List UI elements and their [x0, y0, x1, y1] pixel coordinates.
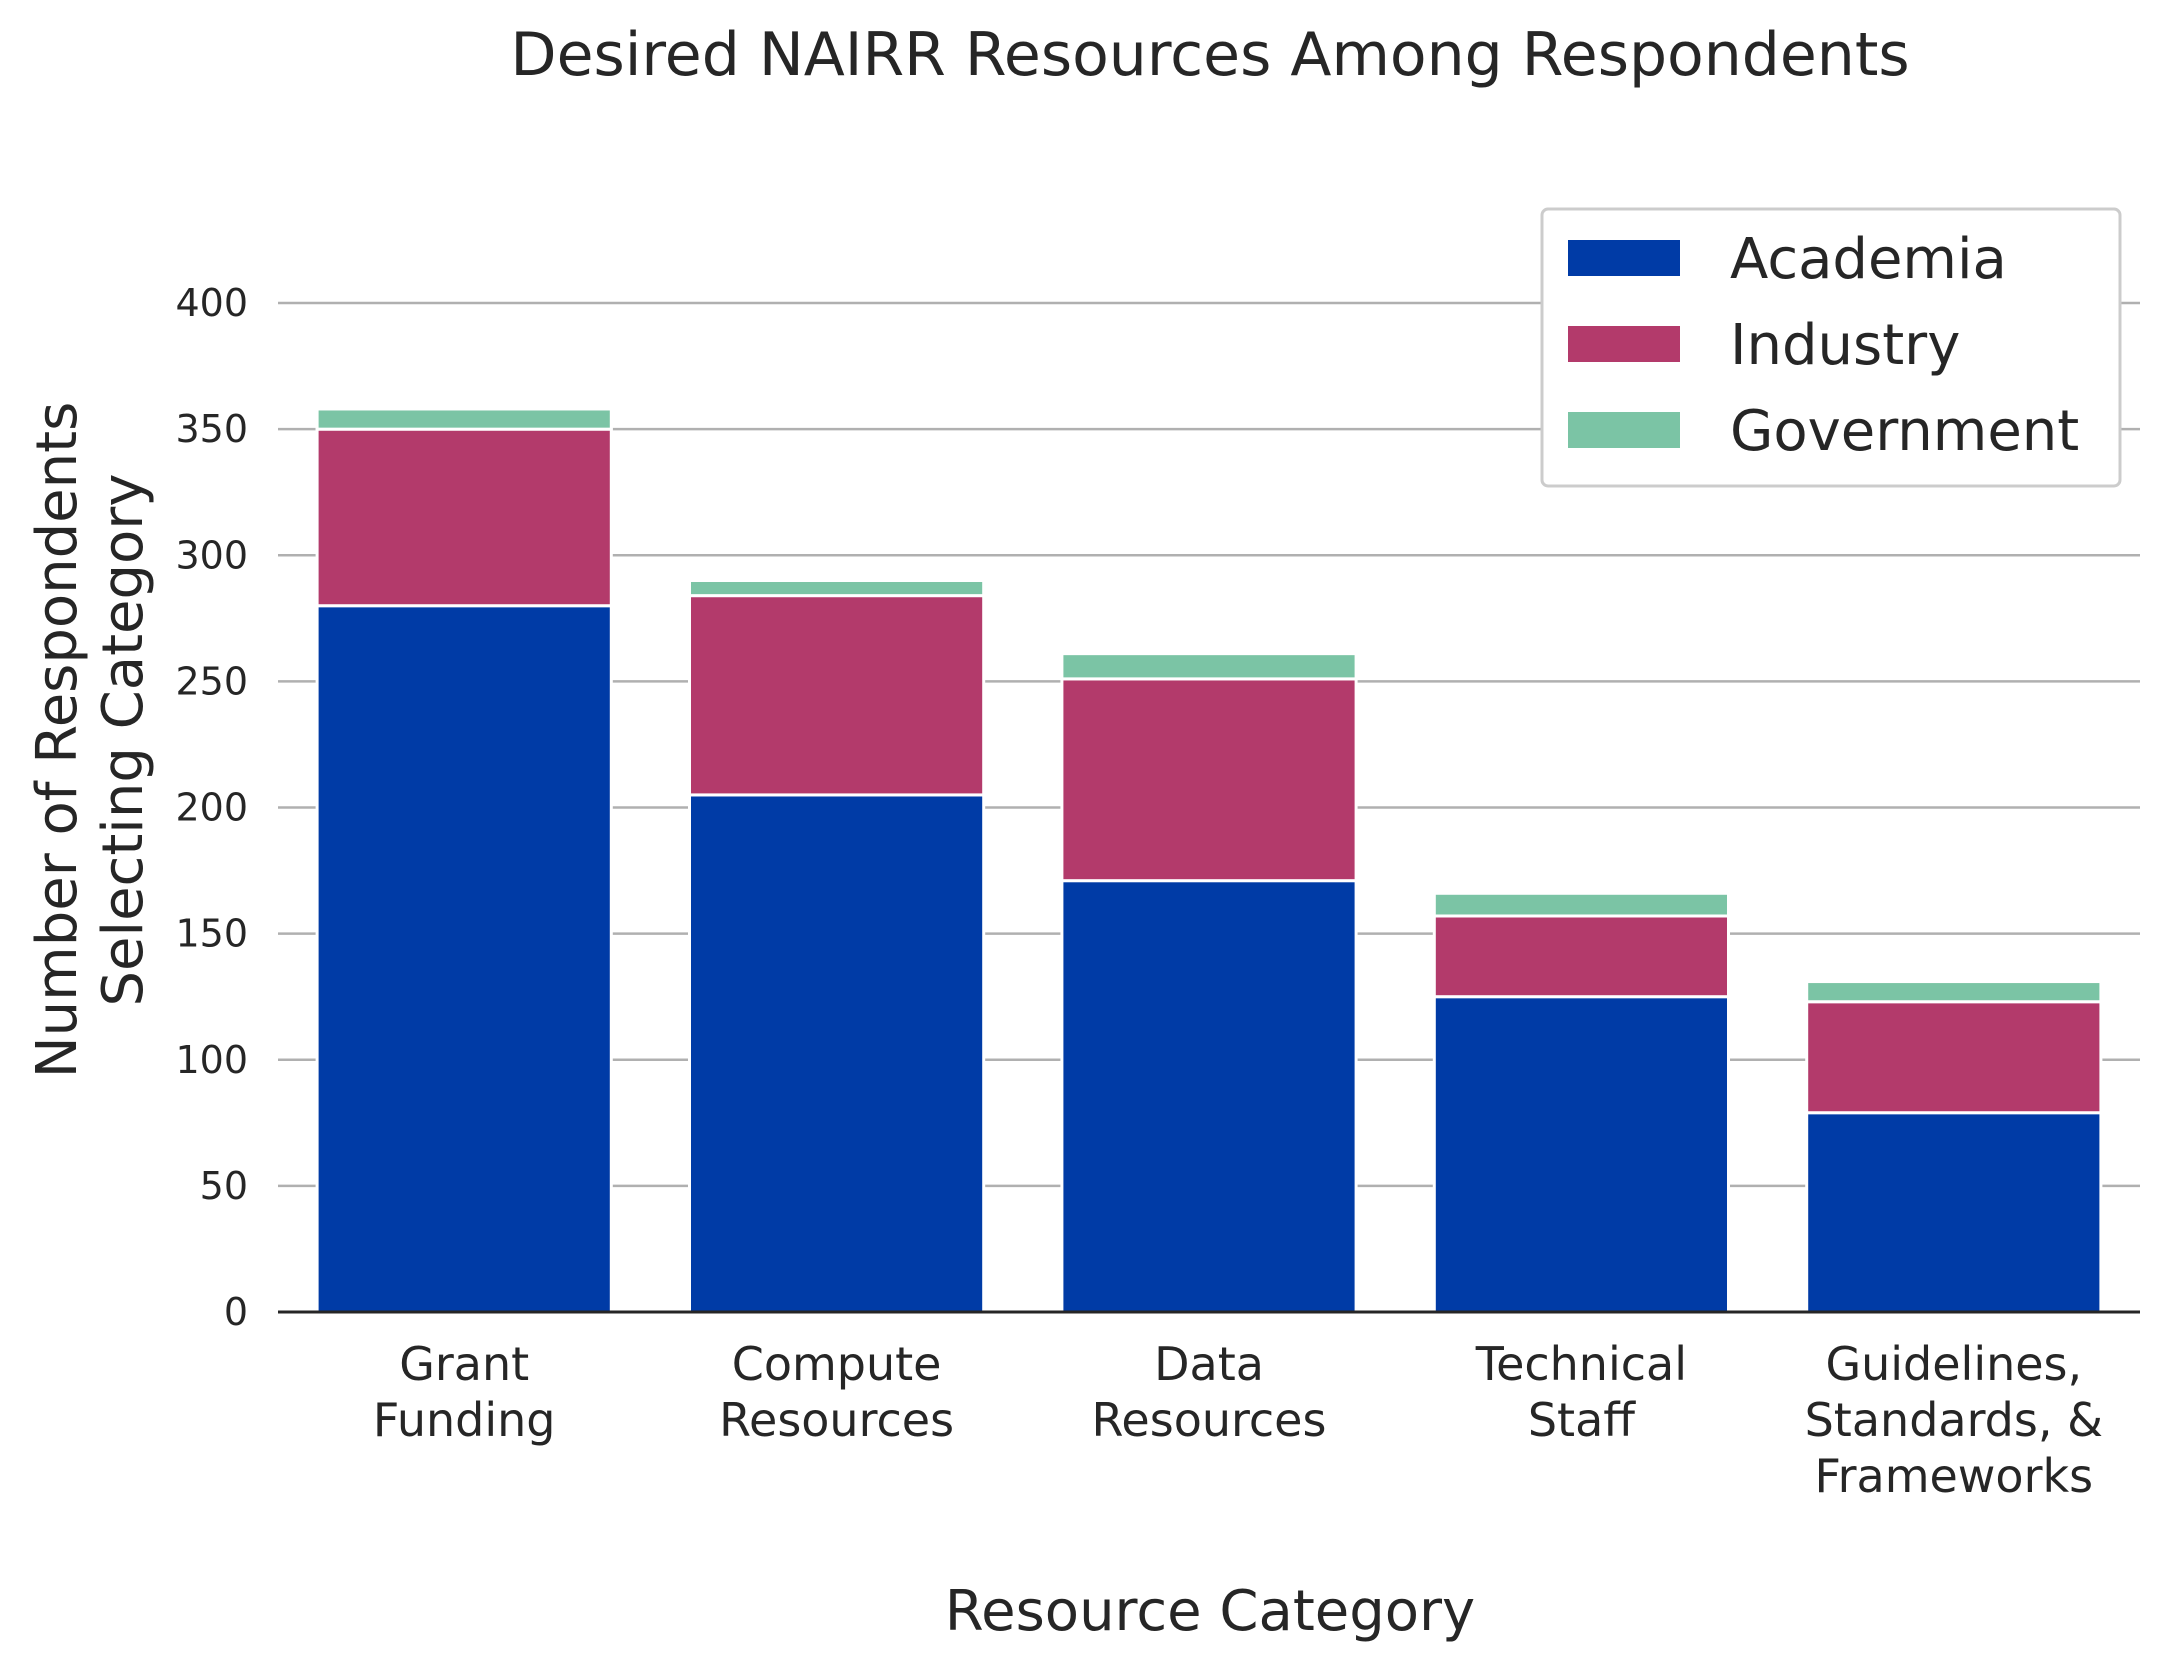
x-tick-label-line: Frameworks: [1814, 1449, 2093, 1503]
x-tick-label-line: Resources: [1092, 1393, 1327, 1447]
y-axis-label-line: Selecting Category: [91, 474, 156, 1007]
x-tick-label-line: Staff: [1528, 1393, 1636, 1447]
x-tick-label-line: Technical: [1475, 1337, 1687, 1391]
x-tick-label-2: Compute Resources: [719, 1337, 954, 1447]
y-tick-label-350: 350: [175, 407, 248, 451]
bar-academia-5: [1805, 1111, 2103, 1314]
chart-title: Desired NAIRR Resources Among Respondent…: [510, 20, 1909, 90]
y-tick-label-0: 0: [224, 1290, 248, 1334]
bar-industry-5: [1805, 1000, 2103, 1115]
y-tick-label-200: 200: [175, 786, 248, 830]
y-tick-label-150: 150: [175, 912, 248, 956]
y-tick-label-50: 50: [200, 1164, 248, 1208]
bar-government-5: [1805, 980, 2103, 1004]
bar-industry-1: [315, 427, 613, 608]
bar-government-4: [1432, 891, 1730, 918]
x-tick-label-line: Standards, &: [1805, 1393, 2103, 1447]
legend-label-academia: Academia: [1730, 227, 2007, 292]
bar-government-2: [688, 579, 986, 598]
legend-swatch-industry: [1568, 326, 1680, 362]
bars: [315, 407, 2103, 1314]
legend-frame: [1540, 207, 2122, 488]
x-tick-label-line: Grant: [399, 1337, 529, 1391]
bar-government-3: [1060, 652, 1358, 681]
bar-industry-3: [1060, 677, 1358, 883]
legend-label-industry: Industry: [1730, 313, 1960, 378]
x-tick-label-line: Data: [1154, 1337, 1264, 1391]
y-tick-label-100: 100: [175, 1038, 248, 1082]
y-axis-label-line: Number of Respondents: [25, 402, 90, 1078]
y-tick-label-300: 300: [175, 533, 248, 577]
bar-industry-2: [688, 594, 986, 797]
bar-academia-4: [1432, 995, 1730, 1314]
legend-swatch-government: [1568, 412, 1680, 448]
bar-industry-4: [1432, 914, 1730, 999]
bar-government-1: [315, 407, 613, 431]
legend-swatch-academia: [1568, 240, 1680, 276]
x-tick-label-line: Funding: [373, 1393, 556, 1447]
y-tick-labels: 0 50 100 150 200 250 300 350 400: [175, 281, 248, 1334]
legend: Academia Industry Government: [1540, 207, 2122, 488]
x-tick-label-3: Data Resources: [1092, 1337, 1327, 1447]
x-tick-label-line: Compute: [732, 1337, 942, 1391]
y-axis-label: Number of RespondentsSelecting Category: [25, 402, 156, 1078]
y-tick-label-250: 250: [175, 659, 248, 703]
x-tick-label-4: Technical Staff: [1475, 1337, 1687, 1447]
x-tick-label-line: Guidelines,: [1825, 1337, 2082, 1391]
bar-academia-3: [1060, 879, 1358, 1314]
x-tick-label-5: Guidelines, Standards, & Frameworks: [1805, 1337, 2103, 1503]
bar-academia-2: [688, 793, 986, 1314]
y-tick-label-400: 400: [175, 281, 248, 325]
bar-academia-1: [315, 604, 613, 1314]
x-axis-label: Resource Category: [945, 1579, 1475, 1644]
legend-label-government: Government: [1730, 399, 2079, 464]
x-tick-label-line: Resources: [719, 1393, 954, 1447]
x-tick-label-1: Grant Funding: [373, 1337, 556, 1447]
